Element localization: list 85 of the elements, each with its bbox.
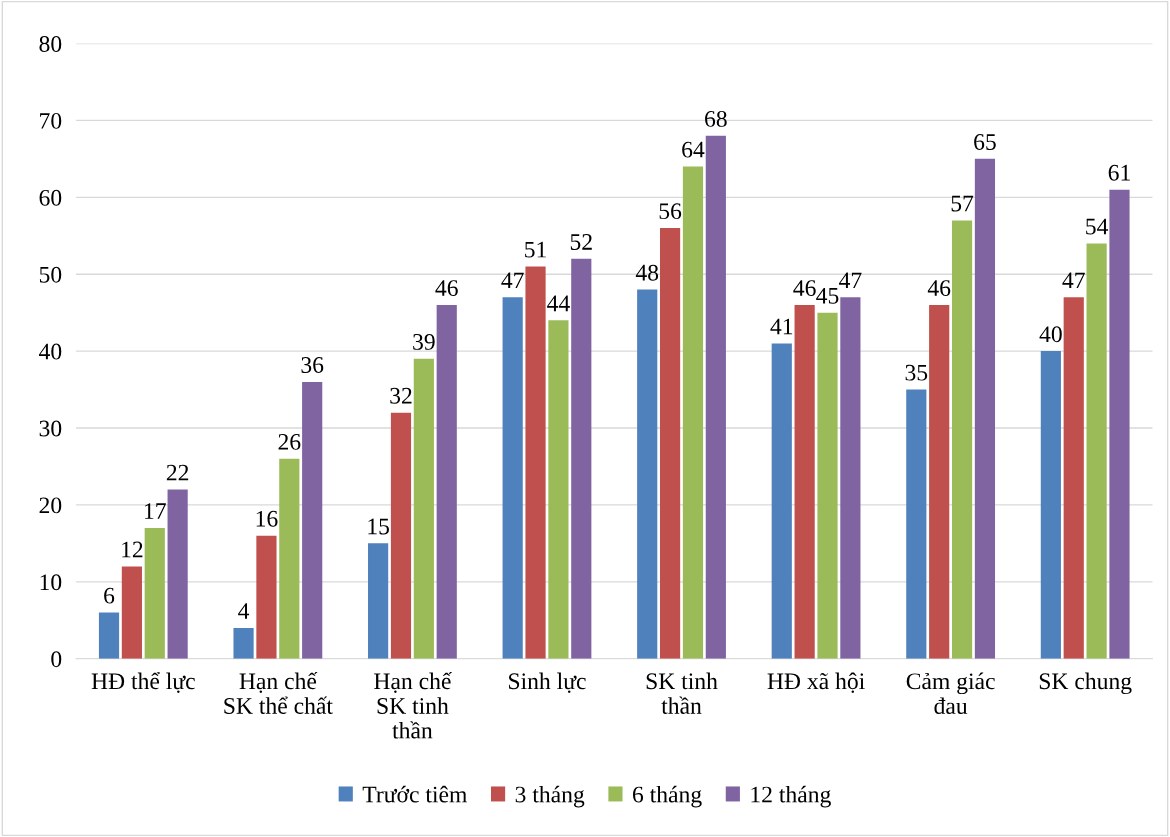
bar <box>548 320 569 659</box>
data-label: 56 <box>659 203 682 220</box>
data-label: 26 <box>278 433 301 450</box>
data-label: 16 <box>256 510 278 527</box>
data-label: 32 <box>390 387 412 404</box>
x-tick-label: SK tinh thần <box>646 672 718 714</box>
data-label: 46 <box>793 280 816 297</box>
bar <box>1040 351 1061 659</box>
data-label: 46 <box>927 280 951 297</box>
data-label: 48 <box>635 264 659 281</box>
x-tick-label: Sinh lực <box>509 672 586 693</box>
bar <box>233 627 254 659</box>
data-label: 22 <box>166 464 189 481</box>
bar <box>929 304 950 659</box>
x-tick-label: Cảm giác đau <box>906 672 995 715</box>
bar <box>840 297 861 659</box>
bar <box>302 381 323 659</box>
y-tick-label: 60 <box>39 189 62 206</box>
legend-label: 3 tháng <box>515 785 585 808</box>
bar <box>906 389 927 659</box>
data-label: 47 <box>501 272 524 289</box>
bar <box>951 220 973 659</box>
bar <box>1063 297 1084 659</box>
bar <box>390 412 412 659</box>
data-label: 61 <box>1108 164 1130 181</box>
data-label: 47 <box>839 272 862 289</box>
bar <box>682 166 704 659</box>
y-tick-label: 30 <box>39 420 62 437</box>
data-label: 40 <box>1039 326 1062 343</box>
bar <box>368 543 389 659</box>
bar <box>571 258 592 659</box>
data-label: 44 <box>547 295 570 312</box>
data-label: 36 <box>301 357 324 373</box>
bar <box>637 289 658 659</box>
bar <box>121 566 142 659</box>
bar <box>705 135 726 659</box>
data-label: 17 <box>145 503 166 519</box>
data-label: 12 <box>122 541 143 558</box>
y-tick-label: 50 <box>39 266 62 283</box>
data-label: 39 <box>413 333 435 350</box>
bar <box>144 527 165 659</box>
bar <box>771 343 792 659</box>
data-label: 47 <box>1062 272 1085 289</box>
y-tick-label: 10 <box>40 574 62 591</box>
bar <box>794 304 815 659</box>
data-label: 41 <box>770 318 793 335</box>
data-label: 46 <box>435 280 458 297</box>
legend-label: Trước tiêm <box>362 785 467 803</box>
bar <box>974 158 996 659</box>
legend-label: 6 tháng <box>632 785 702 808</box>
y-tick-label: 70 <box>40 112 62 129</box>
bar <box>1109 189 1130 659</box>
bar <box>413 358 434 659</box>
data-label: 45 <box>816 287 839 304</box>
x-tick-label: SK chung <box>1039 672 1132 695</box>
x-tick-label: Hạn chế SK thể chất <box>224 671 333 714</box>
data-label: 54 <box>1086 218 1109 235</box>
data-label: 64 <box>682 141 705 158</box>
y-tick-label: 20 <box>39 497 62 514</box>
bar <box>98 612 120 659</box>
data-label: 57 <box>951 195 974 212</box>
bar <box>525 266 546 659</box>
data-label: 52 <box>570 234 592 250</box>
bar <box>436 304 457 659</box>
y-tick-label: 0 <box>51 651 62 668</box>
bar <box>1086 243 1107 659</box>
data-label: 4 <box>238 603 250 619</box>
bar <box>279 458 300 659</box>
bar <box>256 535 277 659</box>
x-tick-label: HĐ xã hội <box>767 672 865 693</box>
legend-label: 12 tháng <box>751 785 831 808</box>
bar <box>502 297 523 659</box>
bar <box>167 489 188 659</box>
x-tick-label: Hạn chế SK tinh thần <box>374 671 452 739</box>
data-label: 65 <box>974 134 996 150</box>
data-label: 35 <box>905 364 928 381</box>
data-label: 51 <box>525 241 546 258</box>
data-label: 6 <box>104 587 115 604</box>
data-label: 68 <box>705 110 727 127</box>
bar <box>660 228 681 659</box>
data-label: 15 <box>368 518 389 535</box>
y-tick-label: 40 <box>39 343 62 360</box>
y-tick-label: 80 <box>39 36 62 52</box>
bar <box>817 312 838 659</box>
x-tick-label: HĐ thể lực <box>91 671 195 693</box>
